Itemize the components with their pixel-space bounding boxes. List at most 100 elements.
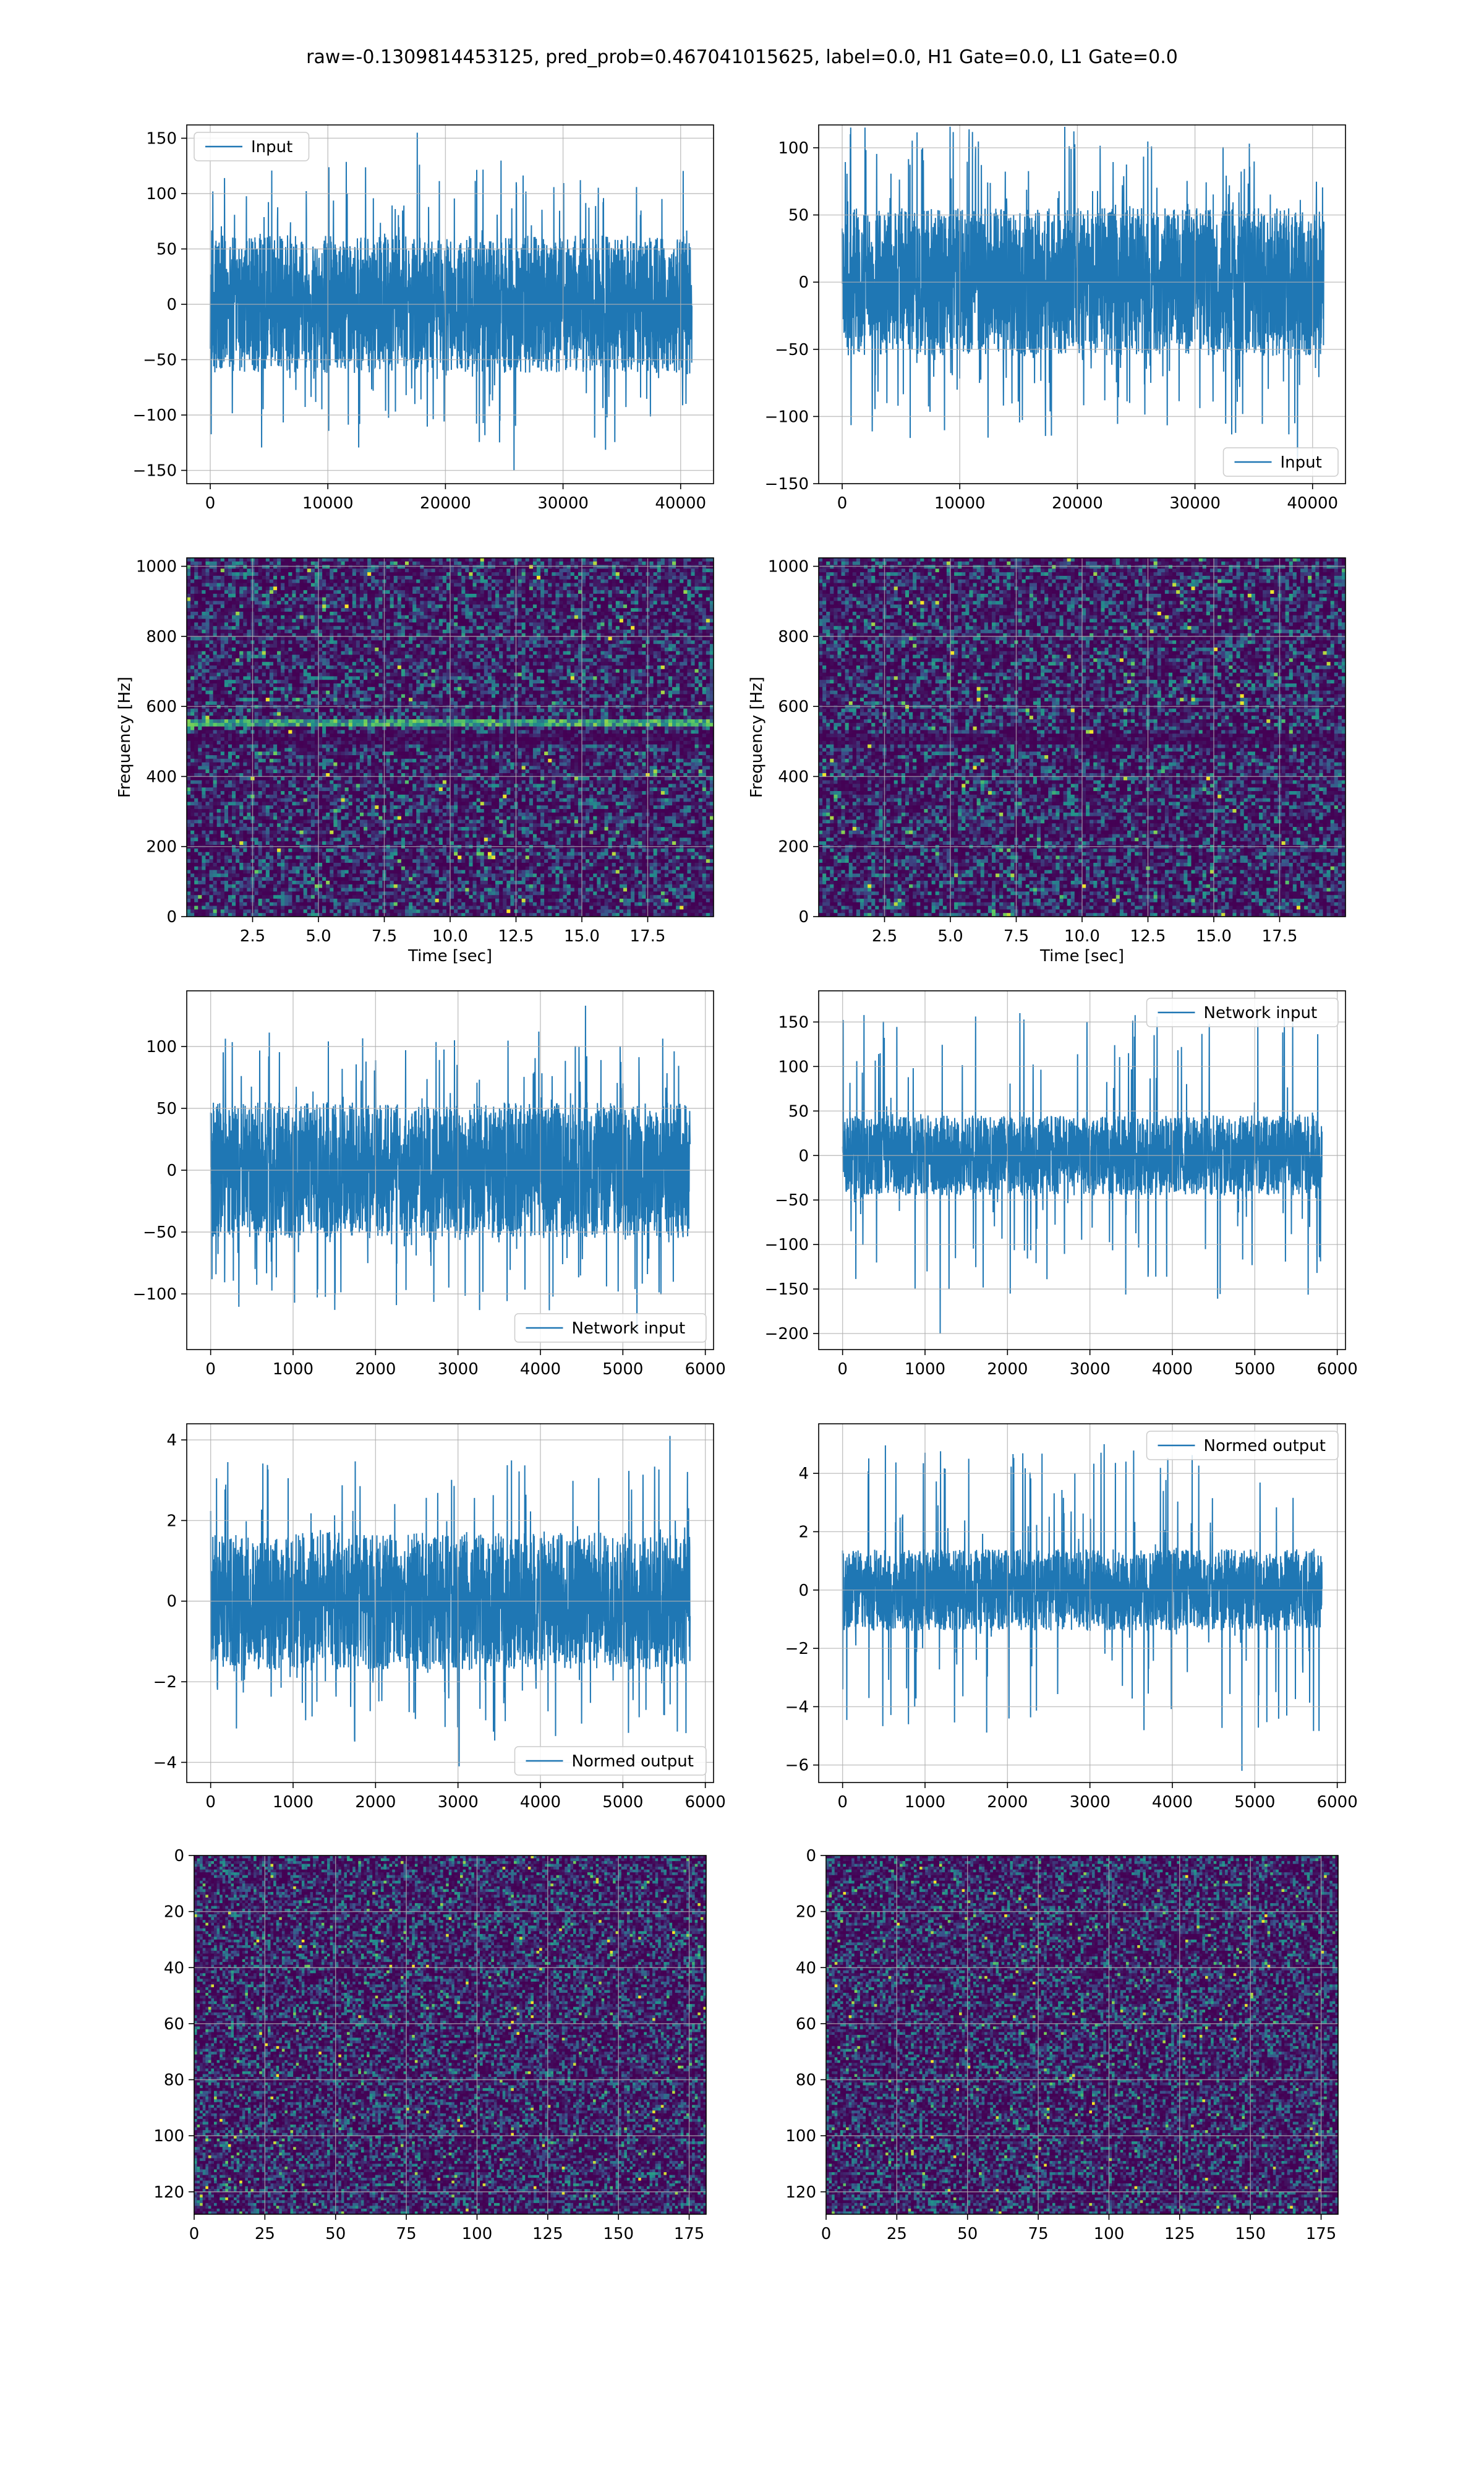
x-tick-label: 40000	[1287, 494, 1338, 513]
y-tick-label: 80	[164, 2071, 184, 2090]
y-tick-label: 800	[146, 628, 177, 646]
y-tick-label: −50	[143, 351, 177, 370]
x-tick-label: 0	[821, 2225, 832, 2243]
y-tick-label: 0	[166, 1162, 177, 1180]
y-tick-label: 20	[164, 1903, 184, 1922]
x-tick-label: 1000	[905, 1793, 945, 1812]
x-tick-label: 75	[1028, 2225, 1049, 2243]
x-tick-label: 3000	[438, 1360, 479, 1379]
y-tick-label: −4	[785, 1698, 809, 1716]
x-tick-label: 2000	[987, 1793, 1028, 1812]
x-tick-label: 5.0	[937, 927, 963, 946]
y-tick-label: −150	[765, 475, 809, 494]
x-tick-label: 50	[325, 2225, 346, 2243]
x-tick-label: 100	[462, 2225, 493, 2243]
x-tick-label: 10000	[934, 494, 986, 513]
y-tick-label: 4	[798, 1465, 809, 1483]
x-tick-label: 4000	[520, 1360, 561, 1379]
x-tick-label: 12.5	[498, 927, 534, 946]
y-tick-label: 60	[796, 2015, 816, 2034]
y-tick-label: 2	[798, 1523, 809, 1541]
y-tick-label: 800	[778, 628, 809, 646]
legend: Network input	[1147, 998, 1339, 1027]
y-tick-label: −200	[765, 1325, 809, 1343]
legend: Normed output	[1147, 1431, 1339, 1460]
y-tick-label: 0	[798, 1582, 809, 1600]
y-tick-label: 150	[146, 129, 177, 148]
y-tick-label: 100	[153, 2127, 184, 2146]
x-tick-label: 25	[255, 2225, 275, 2243]
x-tick-label: 1000	[273, 1360, 313, 1379]
x-tick-label: 6000	[685, 1360, 726, 1379]
y-tick-label: 200	[778, 838, 809, 857]
x-tick-label: 15.0	[1196, 927, 1232, 946]
chart-panel-4: 2.5 5.0 7.5 10.0 12.5 15.0 17.5020040060080010…	[748, 558, 1346, 965]
x-tick-label: 4000	[520, 1793, 561, 1812]
y-tick-label: 50	[788, 207, 809, 225]
x-tick-label: 4000	[1152, 1793, 1193, 1812]
chart-panel-3: 2.5 5.0 7.5 10.0 12.5 15.0 17.5020040060080010…	[116, 558, 714, 965]
x-tick-label: 6000	[685, 1793, 726, 1812]
x-tick-label: 125	[1164, 2225, 1195, 2243]
y-tick-label: −50	[143, 1223, 177, 1242]
x-tick-label: 125	[532, 2225, 563, 2243]
y-tick-label: −2	[153, 1673, 177, 1692]
y-tick-label: 100	[785, 2127, 816, 2146]
x-tick-label: 2.5	[240, 927, 265, 946]
legend-label: Input	[1281, 453, 1322, 472]
x-tick-label: 0	[837, 494, 848, 513]
y-tick-label: 50	[156, 1100, 177, 1118]
y-tick-label: 0	[798, 908, 809, 927]
y-tick-label: −6	[785, 1757, 809, 1775]
y-tick-label: 0	[806, 1847, 816, 1865]
x-tick-label: 17.5	[630, 927, 666, 946]
y-tick-label: 200	[146, 838, 177, 857]
x-tick-label: 15.0	[564, 927, 600, 946]
x-tick-label: 10.0	[432, 927, 468, 946]
legend-label: Normed output	[1204, 1437, 1326, 1455]
y-tick-label: −4	[153, 1753, 177, 1772]
x-tick-label: 25	[887, 2225, 907, 2243]
heatmap	[194, 1856, 707, 2215]
y-tick-label: 0	[166, 1593, 177, 1611]
y-tick-label: 120	[153, 2183, 184, 2202]
legend: Normed output	[515, 1747, 707, 1775]
x-tick-label: 2000	[355, 1793, 396, 1812]
x-tick-label: 20000	[420, 494, 471, 513]
x-tick-label: 175	[674, 2225, 705, 2243]
x-tick-label: 5.0	[305, 927, 331, 946]
y-tick-label: 100	[146, 1038, 177, 1056]
y-tick-label: 400	[146, 768, 177, 786]
x-tick-label: 1000	[905, 1360, 945, 1379]
y-tick-label: 50	[788, 1102, 809, 1121]
x-tick-label: 150	[1235, 2225, 1266, 2243]
y-tick-label: −100	[133, 406, 177, 425]
x-tick-label: 3000	[438, 1793, 479, 1812]
y-tick-label: 1000	[136, 558, 177, 576]
x-tick-label: 0	[837, 1360, 848, 1379]
y-tick-label: 2	[166, 1512, 177, 1530]
x-tick-label: 5000	[602, 1360, 643, 1379]
y-tick-label: −2	[785, 1640, 809, 1658]
legend-label: Network input	[1204, 1004, 1318, 1022]
y-tick-label: −100	[765, 1236, 809, 1254]
x-tick-label: 4000	[1152, 1360, 1193, 1379]
y-tick-label: 100	[778, 1058, 809, 1076]
legend-label: Input	[251, 138, 292, 156]
x-tick-label: 0	[837, 1793, 848, 1812]
x-tick-label: 7.5	[372, 927, 397, 946]
x-tick-label: 0	[189, 2225, 200, 2243]
x-tick-label: 50	[957, 2225, 978, 2243]
heatmap	[826, 1856, 1339, 2215]
y-tick-label: 60	[164, 2015, 184, 2034]
legend-label: Normed output	[572, 1752, 694, 1771]
y-tick-label: 120	[785, 2183, 816, 2202]
y-tick-label: −50	[775, 1191, 809, 1210]
y-tick-label: −150	[133, 462, 177, 481]
y-tick-label: 100	[778, 139, 809, 158]
y-tick-label: 40	[164, 1959, 184, 1977]
x-tick-label: 12.5	[1130, 927, 1166, 946]
x-tick-label: 17.5	[1262, 927, 1298, 946]
x-tick-label: 5000	[602, 1793, 643, 1812]
